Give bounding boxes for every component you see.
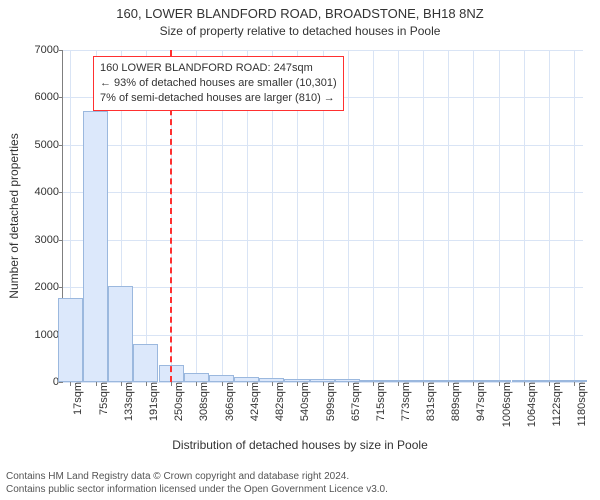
histogram-bar bbox=[411, 380, 436, 382]
x-gridline bbox=[448, 50, 449, 382]
histogram-bar bbox=[83, 111, 108, 382]
histogram-bar bbox=[461, 380, 486, 382]
x-axis-label: Distribution of detached houses by size … bbox=[0, 438, 600, 452]
x-tick-label: 75sqm bbox=[96, 382, 110, 415]
x-gridline bbox=[549, 50, 550, 382]
histogram-bar bbox=[537, 380, 562, 382]
x-tick-label: 657sqm bbox=[348, 382, 362, 421]
histogram-bar bbox=[310, 379, 335, 382]
x-tick-label: 308sqm bbox=[196, 382, 210, 421]
x-tick-label: 599sqm bbox=[323, 382, 337, 421]
x-tick-label: 1006sqm bbox=[499, 382, 513, 427]
annotation-line: 160 LOWER BLANDFORD ROAD: 247sqm bbox=[100, 61, 337, 76]
y-tick-label: 3000 bbox=[35, 234, 63, 246]
histogram-bar bbox=[335, 379, 360, 382]
plot-area: 0100020003000400050006000700017sqm75sqm1… bbox=[62, 50, 583, 383]
x-tick-label: 1122sqm bbox=[549, 382, 563, 426]
histogram-bar bbox=[58, 298, 83, 382]
annotation-line: ← 93% of detached houses are smaller (10… bbox=[100, 76, 337, 91]
chart-container: 160, LOWER BLANDFORD ROAD, BROADSTONE, B… bbox=[0, 0, 600, 500]
y-tick-label: 6000 bbox=[35, 91, 63, 103]
y-tick-label: 5000 bbox=[35, 139, 63, 151]
y-tick-label: 4000 bbox=[35, 186, 63, 198]
y-tick-label: 2000 bbox=[35, 281, 63, 293]
x-gridline bbox=[574, 50, 575, 382]
histogram-bar bbox=[385, 380, 410, 382]
x-gridline bbox=[473, 50, 474, 382]
histogram-bar bbox=[133, 344, 158, 382]
x-tick-label: 191sqm bbox=[146, 382, 160, 421]
x-tick-label: 889sqm bbox=[448, 382, 462, 421]
x-tick-label: 540sqm bbox=[297, 382, 311, 421]
x-gridline bbox=[524, 50, 525, 382]
histogram-bar bbox=[209, 375, 234, 382]
x-gridline bbox=[499, 50, 500, 382]
histogram-bar bbox=[108, 286, 133, 382]
histogram-bar bbox=[562, 380, 587, 382]
x-tick-label: 773sqm bbox=[398, 382, 412, 421]
x-tick-label: 831sqm bbox=[423, 382, 437, 421]
footer-attribution: Contains HM Land Registry data © Crown c… bbox=[0, 470, 388, 496]
histogram-bar bbox=[512, 380, 537, 382]
histogram-bar bbox=[234, 377, 259, 382]
x-tick-label: 250sqm bbox=[171, 382, 185, 421]
x-tick-label: 424sqm bbox=[247, 382, 261, 421]
x-gridline bbox=[373, 50, 374, 382]
x-tick-label: 366sqm bbox=[222, 382, 236, 421]
x-tick-label: 133sqm bbox=[121, 382, 135, 421]
histogram-bar bbox=[184, 373, 209, 382]
x-gridline bbox=[348, 50, 349, 382]
annotation-line: 7% of semi-detached houses are larger (8… bbox=[100, 91, 337, 106]
x-gridline bbox=[398, 50, 399, 382]
x-tick-label: 1064sqm bbox=[524, 382, 538, 427]
footer-line-2: Contains public sector information licen… bbox=[6, 483, 388, 496]
chart-title-sub: Size of property relative to detached ho… bbox=[0, 24, 600, 38]
x-tick-label: 715sqm bbox=[373, 382, 387, 421]
footer-line-1: Contains HM Land Registry data © Crown c… bbox=[6, 470, 388, 483]
histogram-bar bbox=[284, 379, 309, 382]
x-tick-label: 947sqm bbox=[473, 382, 487, 421]
histogram-bar bbox=[486, 380, 511, 382]
histogram-bar bbox=[436, 380, 461, 382]
annotation-box: 160 LOWER BLANDFORD ROAD: 247sqm← 93% of… bbox=[93, 56, 344, 111]
chart-title-main: 160, LOWER BLANDFORD ROAD, BROADSTONE, B… bbox=[0, 6, 600, 21]
x-gridline bbox=[423, 50, 424, 382]
histogram-bar bbox=[259, 378, 284, 382]
x-tick-label: 1180sqm bbox=[574, 382, 588, 426]
x-tick-label: 17sqm bbox=[70, 382, 84, 415]
histogram-bar bbox=[360, 380, 385, 382]
y-tick-label: 7000 bbox=[35, 44, 63, 56]
x-tick-label: 482sqm bbox=[272, 382, 286, 421]
y-axis-label: Number of detached properties bbox=[7, 133, 21, 298]
